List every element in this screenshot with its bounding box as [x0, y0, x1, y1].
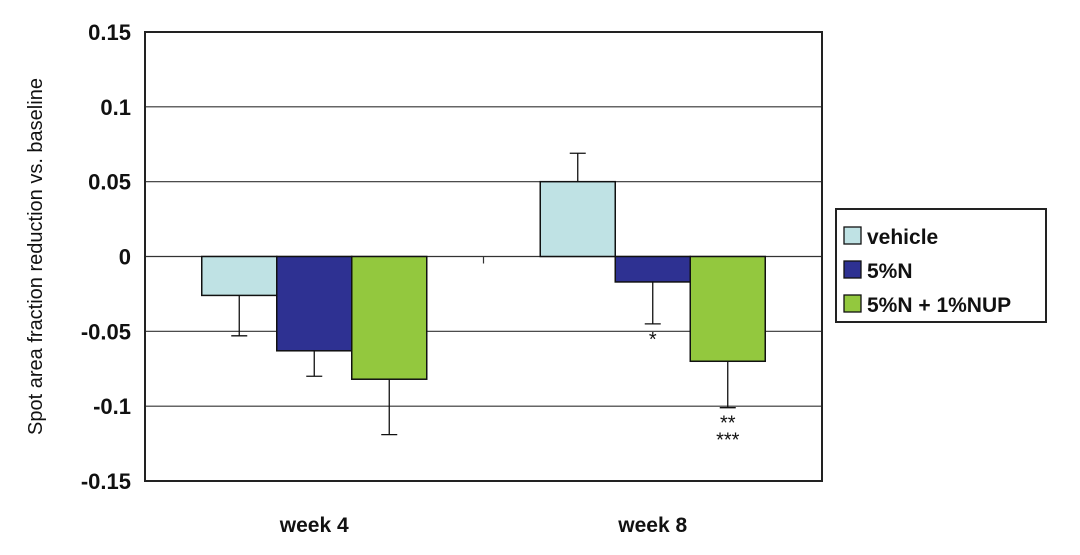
bar — [614, 255, 691, 283]
significance-marks: ****** — [649, 329, 740, 452]
legend-swatch — [843, 226, 862, 245]
y-axis-label: Spot area fraction reduction vs. baselin… — [25, 78, 47, 435]
bar — [276, 255, 353, 352]
legend-frame — [835, 208, 1047, 323]
significance-mark: ** — [720, 413, 736, 435]
bar — [539, 180, 616, 258]
y-tick-label: 0 — [119, 245, 131, 270]
bar — [689, 255, 766, 363]
y-tick-label: 0.1 — [100, 95, 131, 120]
significance-mark: * — [649, 329, 657, 351]
y-tick-labels: 0.15 0.1 0.05 0 -0.05 -0.1 -0.15 — [81, 20, 131, 494]
y-tick-label: -0.1 — [93, 394, 131, 419]
legend-label: vehicle — [867, 226, 938, 249]
bars — [201, 180, 766, 380]
legend-swatch — [843, 294, 862, 313]
y-tick-label: 0.05 — [88, 170, 131, 195]
bar — [351, 255, 428, 380]
bar — [201, 255, 278, 297]
y-tick-label: 0.15 — [88, 20, 131, 45]
plot-frame — [144, 31, 823, 482]
y-tick-label: -0.05 — [81, 319, 131, 344]
x-category-labels: week 4 week 8 — [279, 514, 688, 537]
x-category-label: week 4 — [279, 514, 349, 537]
legend-label: 5%N + 1%NUP — [867, 294, 1011, 317]
significance-mark: *** — [716, 430, 740, 452]
error-bars — [231, 152, 736, 436]
legend-label: 5%N — [867, 260, 913, 283]
y-tick-label: -0.15 — [81, 469, 131, 494]
legend: vehicle 5%N 5%N + 1%NUP — [835, 208, 1047, 323]
legend-swatch — [843, 260, 862, 279]
x-category-label: week 8 — [617, 514, 687, 537]
